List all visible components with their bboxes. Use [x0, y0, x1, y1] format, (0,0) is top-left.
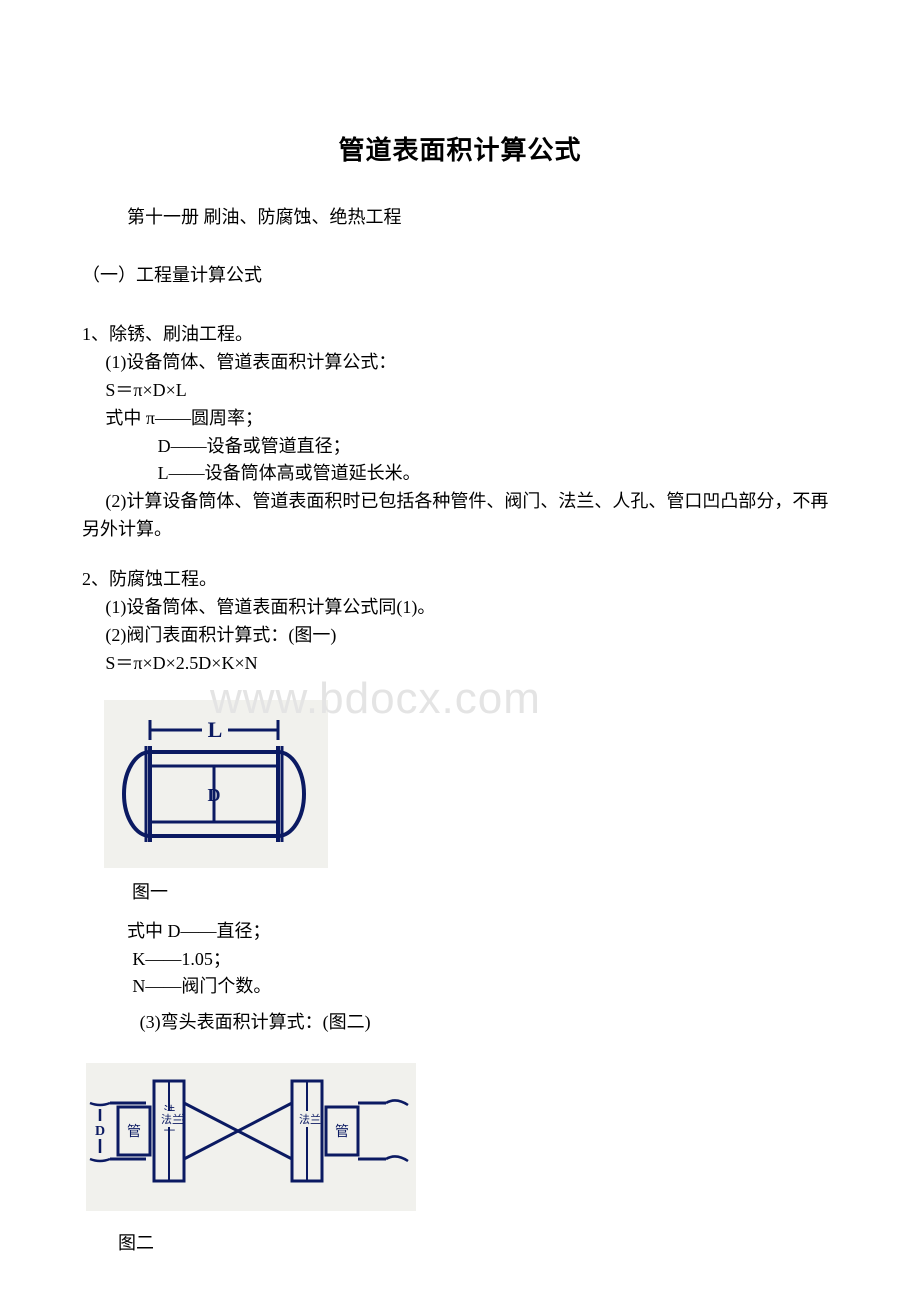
text-line: S＝π×D×2.5D×K×N	[82, 650, 838, 678]
figure-label-l: L	[208, 717, 223, 742]
subtitle: 第十一册 刷油、防腐蚀、绝热工程	[82, 203, 838, 229]
text-line: K——1.05；	[82, 946, 838, 974]
text-line: N——阀门个数。	[82, 973, 838, 1001]
text-line: (1)设备筒体、管道表面积计算公式同(1)。	[82, 594, 838, 622]
figure-2-label-pipe-right: 管	[335, 1124, 349, 1140]
figure-label-d: D	[208, 785, 221, 805]
svg-text:法: 法	[161, 1112, 172, 1126]
text-line: S＝π×D×L	[82, 377, 838, 405]
text-line: 式中 D——直径；	[82, 918, 838, 946]
section-heading: （一）工程量计算公式	[82, 261, 838, 287]
text-line: L——设备筒体高或管道延长米。	[82, 460, 838, 488]
figure-2: D 管 法 兰 法 兰 法 兰 法 兰 管	[86, 1063, 838, 1211]
paragraph-3: 式中 D——直径； K——1.05； N——阀门个数。 (3)弯头表面积计算式：…	[82, 918, 838, 1038]
figure-2-caption: 图二	[118, 1229, 838, 1255]
svg-text:法: 法	[299, 1112, 310, 1126]
figure-1: L D	[104, 700, 838, 868]
paragraph-2: 2、防腐蚀工程。 (1)设备筒体、管道表面积计算公式同(1)。 (2)阀门表面积…	[82, 566, 838, 678]
text-line: (2)阀门表面积计算式：(图一)	[82, 622, 838, 650]
figure-2-label-pipe-left: 管	[127, 1124, 141, 1140]
text-line: D——设备或管道直径；	[82, 433, 838, 461]
text-line: (1)设备筒体、管道表面积计算公式：	[82, 349, 838, 377]
text-line: (3)弯头表面积计算式：(图二)	[82, 1009, 838, 1037]
svg-text:兰: 兰	[310, 1113, 321, 1126]
figure-1-caption: 图一	[132, 878, 838, 904]
figure-2-label-d: D	[95, 1124, 105, 1139]
paragraph-1: 1、除锈、刷油工程。 (1)设备筒体、管道表面积计算公式： S＝π×D×L 式中…	[82, 321, 838, 544]
text-line: (2)计算设备筒体、管道表面积时已包括各种管件、阀门、法兰、人孔、管口凹凸部分，…	[82, 488, 838, 544]
text-line: 2、防腐蚀工程。	[82, 566, 838, 594]
svg-text:兰: 兰	[172, 1113, 183, 1126]
text-line: 1、除锈、刷油工程。	[82, 321, 838, 349]
text-line: 式中 π——圆周率；	[82, 405, 838, 433]
page-title: 管道表面积计算公式	[82, 130, 838, 167]
